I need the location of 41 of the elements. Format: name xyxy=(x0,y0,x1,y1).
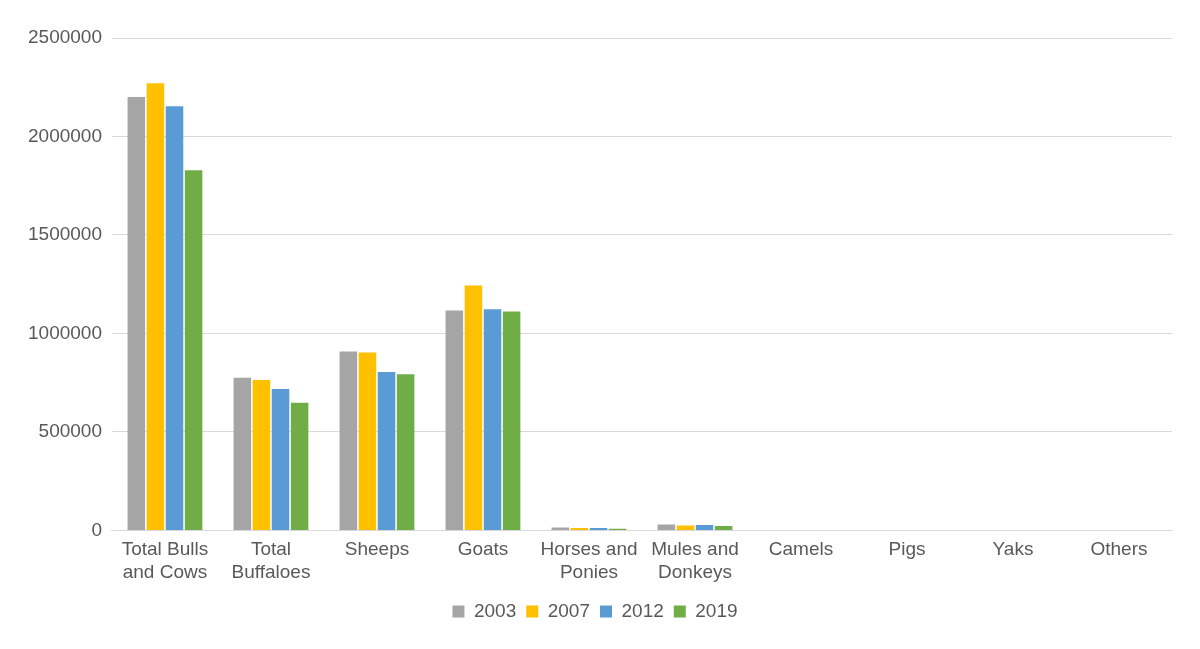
bar xyxy=(445,310,464,530)
bar xyxy=(127,97,146,530)
x-tick-label: Goats xyxy=(457,538,509,560)
bar xyxy=(271,388,290,530)
x-tick-label: Total Bulls and Cows xyxy=(121,538,209,582)
bar xyxy=(358,352,377,530)
legend-label: 2003 xyxy=(473,599,517,621)
bar xyxy=(252,379,271,530)
x-tick-label: Sheeps xyxy=(344,538,410,560)
bar xyxy=(657,524,676,530)
y-tick-label: 1000000 xyxy=(28,321,102,343)
x-tick-label: Total Buffaloes xyxy=(231,538,311,582)
bar xyxy=(165,106,184,530)
x-tick-label: Pigs xyxy=(888,538,926,560)
bar xyxy=(676,525,695,530)
bar xyxy=(714,526,733,530)
legend-label: 2012 xyxy=(621,599,664,621)
bar xyxy=(483,309,502,530)
y-tick-label: 1500000 xyxy=(28,223,102,245)
bar xyxy=(551,527,570,530)
bar xyxy=(396,374,415,530)
y-tick-label: 0 xyxy=(91,518,102,540)
bar xyxy=(233,377,252,530)
y-tick-label: 2000000 xyxy=(28,124,102,146)
x-tick-label: Yaks xyxy=(992,538,1034,560)
bar xyxy=(695,524,714,530)
x-tick-label: Camels xyxy=(768,538,834,560)
x-tick-label: Horses and Ponies xyxy=(540,538,638,582)
bar xyxy=(184,170,203,530)
bar xyxy=(290,402,309,530)
y-tick-label: 2500000 xyxy=(28,26,102,48)
legend-label: 2019 xyxy=(695,599,738,621)
bar xyxy=(377,372,396,530)
x-tick-label: Others xyxy=(1090,538,1148,560)
legend-label: 2007 xyxy=(547,599,591,621)
bar xyxy=(339,351,358,530)
x-tick-label: Mules and Donkeys xyxy=(651,538,739,582)
bar xyxy=(464,285,483,530)
y-tick-label: 500000 xyxy=(38,420,102,442)
bar xyxy=(502,311,521,530)
bar xyxy=(146,83,165,530)
